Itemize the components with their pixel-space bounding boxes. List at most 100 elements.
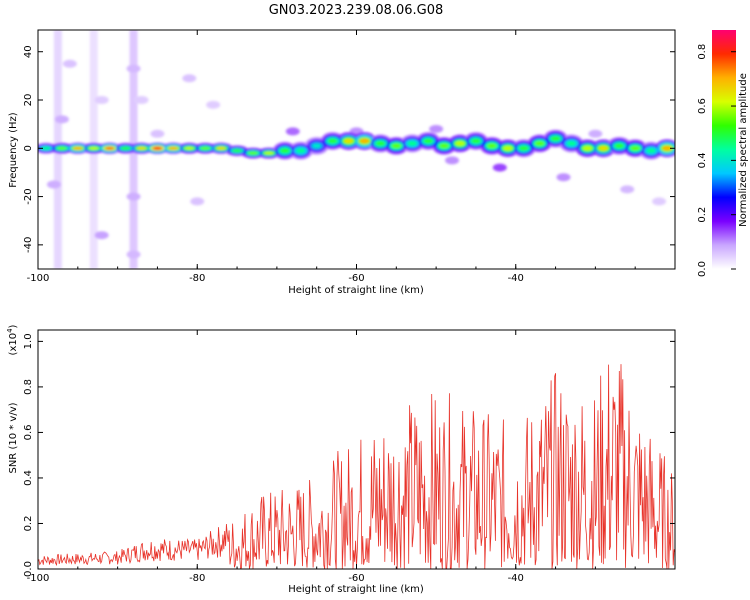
spectrogram-band-cell	[550, 136, 561, 142]
spectrogram-band-cell	[280, 148, 290, 154]
colorbar-label: Normalized spectral amplitude	[738, 73, 749, 227]
colorbar-tick-label: 0.0	[697, 261, 708, 277]
spectrogram-blob	[126, 192, 141, 201]
spectrogram-band-cell	[487, 143, 497, 149]
y-tick-label: 0.4	[23, 470, 34, 486]
spectrogram-band-cell	[375, 141, 386, 146]
snr-y-ticks: 0.0 0.2 0.4 0.6 0.8 1.0	[23, 333, 675, 577]
snr-multiplier-label: (x104)	[6, 324, 19, 355]
spectrogram-band-cell	[598, 145, 609, 151]
colorbar-tick-label: 0.8	[697, 44, 708, 60]
spectrogram-band-cell	[57, 146, 67, 150]
spectrogram-band-cell	[311, 143, 322, 149]
y-tick-label: -40	[23, 237, 34, 253]
spectrogram-blob	[134, 96, 149, 105]
spectrogram-blob	[182, 74, 197, 83]
x-tick-label: -40	[508, 573, 524, 584]
spectrogram-band-cell	[391, 143, 402, 149]
spectrogram-band-cell	[455, 141, 465, 146]
colorbar-ramp	[712, 30, 736, 269]
spectrogram-band-cell	[104, 146, 115, 150]
spectrogram-band-cell	[423, 138, 433, 144]
spectrogram-blob	[285, 127, 300, 136]
spectrogram-band-cell	[662, 145, 672, 151]
spectrogram-blob	[492, 163, 507, 172]
spectrogram-blob	[62, 59, 77, 68]
spectrogram-band-cell	[582, 145, 593, 151]
y-tick-label: 0.6	[23, 424, 34, 440]
spectrogram-band-cell	[471, 138, 481, 144]
snr-panel: -100 -80 -60 -40 0.0 0.2 0.4 0.6 0.8 1.0 Height …	[6, 324, 676, 595]
spectrogram-blob	[126, 250, 141, 259]
spectrogram-band-cell	[439, 143, 449, 149]
spectrogram-band-cell	[216, 146, 226, 150]
spectrogram-blob	[620, 185, 635, 194]
y-tick-label: 0.0	[23, 561, 34, 577]
spectrogram-band-cell	[343, 138, 354, 144]
spectrogram-band-cell	[646, 148, 656, 154]
spectrogram-blob	[652, 197, 667, 206]
y-tick-label: 20	[23, 94, 34, 107]
x-tick-label: -40	[508, 273, 524, 284]
spectrogram-band-cell	[407, 141, 418, 146]
spectrogram-band-cell	[168, 146, 179, 150]
snr-y-label: SNR (10 * v/v)	[8, 402, 19, 473]
spectrogram-band-cell	[359, 138, 370, 144]
colorbar-tick-label: 0.6	[697, 98, 708, 114]
spectrogram-y-label: Frequency (Hz)	[8, 112, 19, 188]
spectrogram-blob	[429, 124, 444, 133]
spectrogram-band-cell	[614, 143, 625, 149]
spectrogram-band-cell	[200, 146, 211, 150]
spectrogram-y-ticks: -40 -20 0 20 40	[23, 45, 675, 253]
spectrogram-blob	[445, 156, 460, 165]
spectrogram-band-cell	[136, 146, 147, 150]
snr-x-label: Height of straight line (km)	[288, 584, 424, 595]
spectrogram-blob	[126, 64, 141, 73]
y-tick-label: 0	[23, 145, 34, 151]
spectrogram-band-cell	[534, 141, 545, 146]
spectrogram-band-cell	[88, 146, 99, 150]
spectrogram-marks	[38, 30, 675, 269]
x-tick-label: -100	[27, 573, 50, 584]
spectrogram-band-cell	[232, 149, 242, 153]
spectrogram-blob	[46, 180, 61, 189]
spectrogram-band-cell	[264, 151, 274, 155]
spectrogram-band-cell	[630, 145, 640, 151]
spectrogram-band-cell	[502, 145, 513, 151]
spectrogram-blob	[54, 115, 69, 124]
y-tick-label: -20	[23, 188, 34, 204]
spectrogram-blob	[190, 197, 205, 206]
x-tick-label: -60	[348, 273, 364, 284]
snr-x-ticks: -100 -80 -60 -40	[27, 330, 676, 584]
spectrogram-blob	[588, 129, 603, 138]
snr-series-line	[38, 364, 675, 569]
spectrogram-band-cell	[152, 146, 163, 150]
x-tick-label: -60	[348, 573, 364, 584]
spectrogram-band-cell	[327, 138, 338, 144]
x-tick-label: -80	[189, 273, 205, 284]
spectrogram-band-cell	[295, 148, 306, 154]
spectrogram-band-cell	[41, 146, 51, 150]
figure-title: GN03.2023.239.08.06.G08	[269, 3, 444, 18]
spectrogram-band-cell	[518, 145, 529, 151]
spectrogram-blob	[206, 100, 221, 109]
colorbar: 0.0 0.2 0.4 0.6 0.8 Normalized spectral ampl…	[697, 30, 749, 277]
spectrogram-blob	[94, 96, 109, 105]
x-tick-label: -100	[27, 273, 50, 284]
spectrogram-blob	[150, 129, 165, 138]
y-tick-label: 1.0	[23, 333, 34, 349]
spectrogram-band-cell	[120, 146, 131, 150]
spectrogram-x-ticks: -100 -80 -60 -40	[27, 30, 676, 284]
spectrogram-blob	[94, 231, 109, 240]
y-tick-label: 40	[23, 45, 34, 58]
y-tick-label: 0.8	[23, 379, 34, 395]
colorbar-ticks: 0.0 0.2 0.4 0.6 0.8	[697, 44, 736, 277]
spectrogram-blob	[556, 173, 571, 182]
spectrogram-band-cell	[248, 151, 258, 155]
spectrogram-band-cell	[184, 146, 195, 150]
spectrogram-x-label: Height of straight line (km)	[288, 285, 424, 296]
y-tick-label: 0.2	[23, 516, 34, 532]
spectrogram-panel: -100 -80 -60 -40 -40 -20 0 20 40 Height of stra…	[8, 29, 676, 296]
colorbar-tick-label: 0.4	[697, 152, 708, 168]
